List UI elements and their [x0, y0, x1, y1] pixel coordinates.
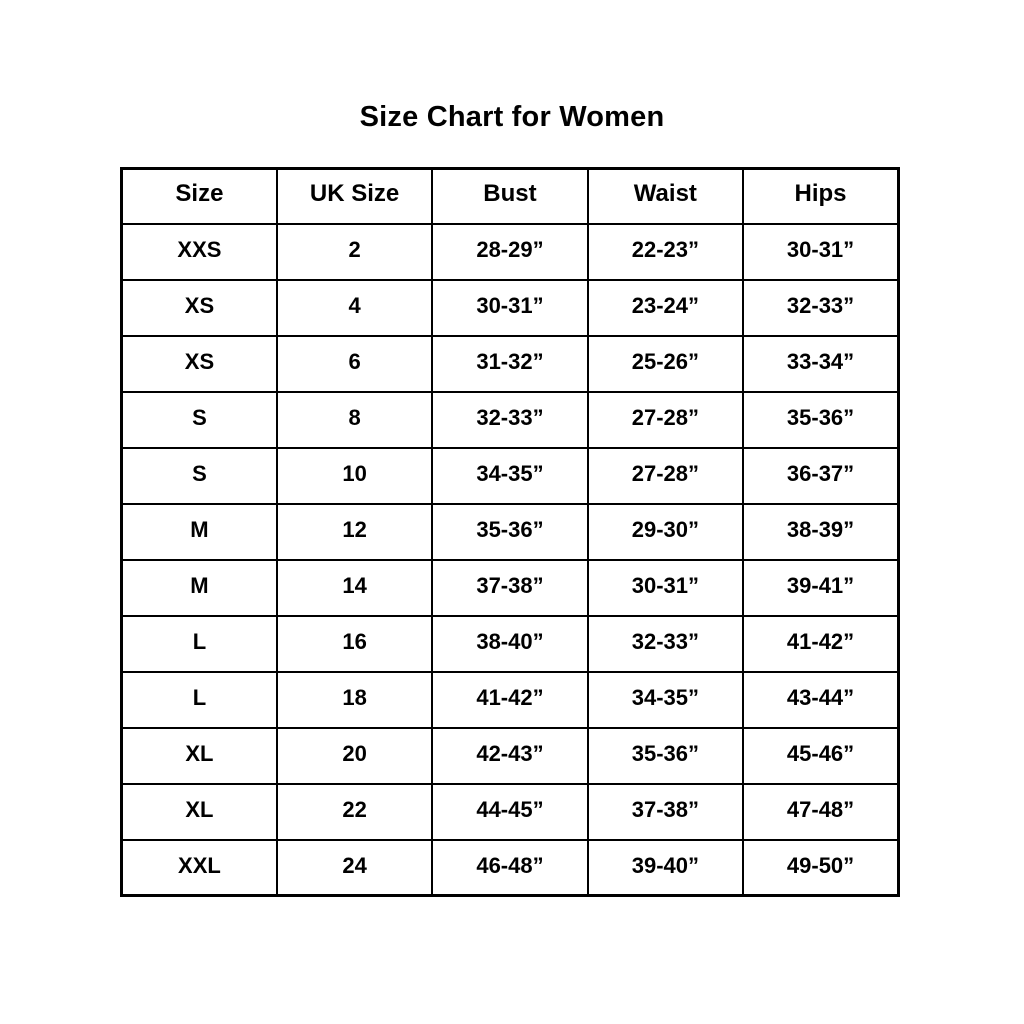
cell-bust: 35-36” — [431, 502, 589, 561]
cell-waist: 29-30” — [586, 502, 745, 561]
cell-waist: 23-24” — [586, 278, 745, 337]
cell-uk-size: 24 — [275, 838, 434, 897]
table-row: XXL 24 46-48” 39-40” 49-50” — [120, 838, 900, 897]
cell-hips: 33-34” — [742, 334, 900, 393]
cell-bust: 41-42” — [431, 670, 589, 729]
cell-bust: 42-43” — [431, 726, 589, 785]
cell-bust: 28-29” — [431, 222, 589, 281]
table-row: M 14 37-38” 30-31” 39-41” — [120, 558, 900, 617]
cell-waist: 34-35” — [586, 670, 745, 729]
cell-size: XS — [120, 334, 278, 393]
cell-hips: 45-46” — [742, 726, 900, 785]
cell-uk-size: 16 — [275, 614, 434, 673]
cell-size: XL — [120, 726, 278, 785]
cell-size: L — [120, 614, 278, 673]
cell-bust: 44-45” — [431, 782, 589, 841]
page-title: Size Chart for Women — [359, 101, 665, 133]
cell-uk-size: 2 — [275, 222, 434, 281]
cell-bust: 37-38” — [431, 558, 589, 617]
cell-size: XL — [120, 782, 278, 841]
cell-waist: 30-31” — [586, 558, 745, 617]
column-header-bust: Bust — [431, 167, 589, 225]
cell-bust: 30-31” — [431, 278, 589, 337]
cell-size: S — [120, 446, 278, 505]
cell-uk-size: 20 — [275, 726, 434, 785]
table-row: L 16 38-40” 32-33” 41-42” — [120, 614, 900, 673]
cell-bust: 32-33” — [431, 390, 589, 449]
cell-size: S — [120, 390, 278, 449]
column-header-uk-size: UK Size — [275, 167, 434, 225]
table-row: XS 6 31-32” 25-26” 33-34” — [120, 334, 900, 393]
cell-size: XXS — [120, 222, 278, 281]
table-body: XXS 2 28-29” 22-23” 30-31” XS 4 30-31” 2… — [120, 222, 900, 897]
column-header-waist: Waist — [586, 167, 745, 225]
table-row: M 12 35-36” 29-30” 38-39” — [120, 502, 900, 561]
cell-bust: 31-32” — [431, 334, 589, 393]
cell-waist: 37-38” — [586, 782, 745, 841]
cell-hips: 39-41” — [742, 558, 900, 617]
table-row: S 10 34-35” 27-28” 36-37” — [120, 446, 900, 505]
table-row: S 8 32-33” 27-28” 35-36” — [120, 390, 900, 449]
cell-uk-size: 14 — [275, 558, 434, 617]
cell-size: L — [120, 670, 278, 729]
cell-waist: 39-40” — [586, 838, 745, 897]
cell-hips: 30-31” — [742, 222, 900, 281]
cell-waist: 22-23” — [586, 222, 745, 281]
table-header: Size UK Size Bust Waist Hips — [120, 167, 900, 225]
cell-uk-size: 10 — [275, 446, 434, 505]
cell-size: M — [120, 558, 278, 617]
cell-hips: 32-33” — [742, 278, 900, 337]
cell-hips: 41-42” — [742, 614, 900, 673]
cell-uk-size: 22 — [275, 782, 434, 841]
cell-waist: 35-36” — [586, 726, 745, 785]
table-row: XL 20 42-43” 35-36” 45-46” — [120, 726, 900, 785]
cell-hips: 47-48” — [742, 782, 900, 841]
cell-uk-size: 4 — [275, 278, 434, 337]
cell-hips: 43-44” — [742, 670, 900, 729]
cell-hips: 38-39” — [742, 502, 900, 561]
cell-waist: 27-28” — [586, 390, 745, 449]
column-header-size: Size — [120, 167, 278, 225]
cell-waist: 25-26” — [586, 334, 745, 393]
column-header-hips: Hips — [742, 167, 900, 225]
cell-uk-size: 6 — [275, 334, 434, 393]
cell-hips: 49-50” — [742, 838, 900, 897]
size-chart-table: Size UK Size Bust Waist Hips XXS 2 28-29… — [120, 167, 900, 897]
cell-bust: 46-48” — [431, 838, 589, 897]
cell-bust: 38-40” — [431, 614, 589, 673]
cell-uk-size: 18 — [275, 670, 434, 729]
cell-bust: 34-35” — [431, 446, 589, 505]
cell-uk-size: 8 — [275, 390, 434, 449]
cell-size: XXL — [120, 838, 278, 897]
table-row: XS 4 30-31” 23-24” 32-33” — [120, 278, 900, 337]
table-row: XXS 2 28-29” 22-23” 30-31” — [120, 222, 900, 281]
cell-size: M — [120, 502, 278, 561]
cell-waist: 27-28” — [586, 446, 745, 505]
cell-size: XS — [120, 278, 278, 337]
cell-uk-size: 12 — [275, 502, 434, 561]
cell-hips: 36-37” — [742, 446, 900, 505]
cell-hips: 35-36” — [742, 390, 900, 449]
cell-waist: 32-33” — [586, 614, 745, 673]
header-row: Size UK Size Bust Waist Hips — [120, 167, 900, 225]
table-row: L 18 41-42” 34-35” 43-44” — [120, 670, 900, 729]
table-row: XL 22 44-45” 37-38” 47-48” — [120, 782, 900, 841]
